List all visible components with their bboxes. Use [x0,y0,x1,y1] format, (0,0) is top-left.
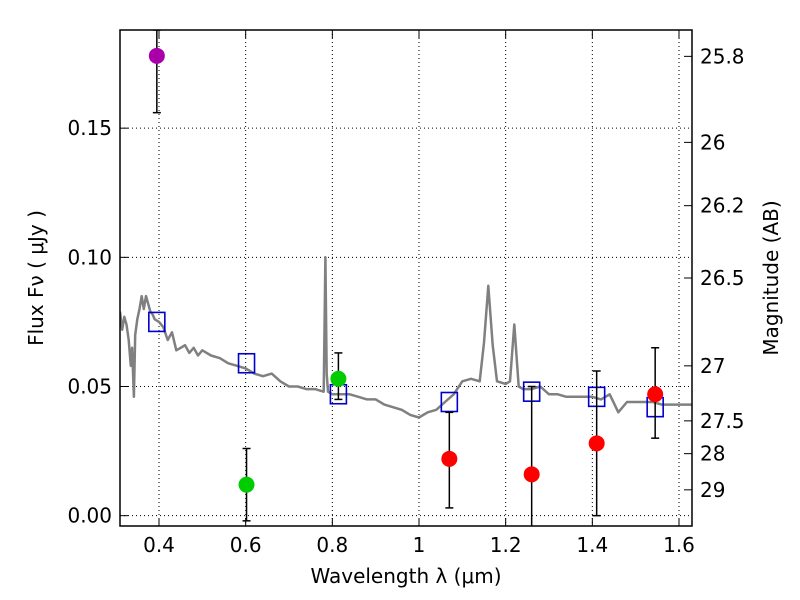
x-tick-label: 1 [413,533,426,557]
x-tick-label: 0.8 [316,533,348,557]
model-photometry-square [148,311,166,333]
plot-frame [119,29,693,527]
grid [120,30,692,526]
observed-flux-point [330,370,347,387]
y2-tick-label: 27.5 [700,409,745,433]
observed-flux-point [588,435,605,452]
observed-flux-point [148,47,165,64]
y-tick-label: 0.15 [67,116,112,140]
model-photometry-square [440,391,459,413]
x-tick-label: 1.6 [663,533,695,557]
observed-flux-point [238,476,255,493]
y2-tick-label: 26.2 [700,194,745,218]
y2-tick-label: 29 [700,478,725,502]
x-tick-label: 0.4 [143,533,175,557]
y-axis-label: Flux Fν ( μJy ) [24,210,48,346]
y-tick-label: 0.05 [67,375,112,399]
y2-tick-label: 28 [700,442,725,466]
x-tick-label: 0.6 [230,533,262,557]
observed-flux-point [523,466,540,483]
y2-axis-label: Magnitude (AB) [759,200,783,355]
observed-flux-point [441,450,458,467]
x-tick-label: 1.4 [576,533,608,557]
model-photometry-square [237,352,256,374]
data-series [120,30,692,526]
model-sed-line [120,256,692,419]
y2-tick-label: 27 [700,354,725,378]
x-tick-label: 1.2 [490,533,522,557]
y-tick-label: 0.00 [67,504,112,528]
x-axis-label: Wavelength λ (μm) [310,564,501,588]
observed-flux-point [647,386,664,403]
y2-tick-label: 25.8 [700,44,745,68]
y2-tick-label: 26.5 [700,266,745,290]
y-tick-label: 0.10 [67,245,112,269]
axis-ticks: 0.4 0.6 0.8 1 1.2 1.4 1.6 0.00 0.05 0.10 0.15 25.8 2… [67,30,745,557]
y2-tick-label: 26 [700,130,725,154]
